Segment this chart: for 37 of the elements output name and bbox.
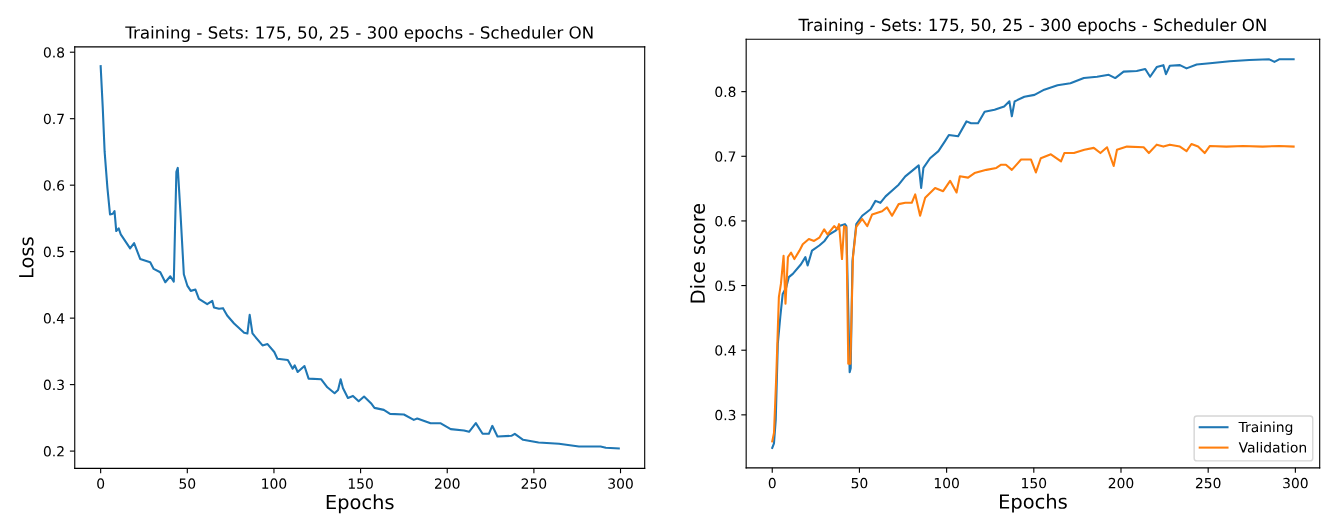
x-tick-label: 100 xyxy=(934,477,959,489)
y-tick-label: 0.5 xyxy=(715,280,736,292)
y-tick-label: 0.3 xyxy=(715,409,736,421)
y-tick-label: 0.4 xyxy=(715,345,736,356)
x-tick-label: 150 xyxy=(348,478,373,489)
x-tick-label: 300 xyxy=(608,478,633,489)
y-axis-title: Loss xyxy=(19,237,34,278)
x-tick-label: 200 xyxy=(435,478,460,489)
x-tick-label: 250 xyxy=(521,478,547,489)
line-series xyxy=(771,142,1295,443)
legend-label: Training xyxy=(1238,421,1293,435)
y-tick-label: 0.7 xyxy=(715,151,736,162)
y-tick-label: 0.7 xyxy=(43,113,64,125)
x-tick-label: 0 xyxy=(768,477,776,489)
x-tick-label: 0 xyxy=(97,478,105,489)
x-axis-title: Epochs xyxy=(326,494,394,514)
x-axis-title: Epochs xyxy=(1000,493,1067,513)
x-tick-label: 150 xyxy=(1022,477,1047,489)
y-tick-label: 0.6 xyxy=(715,215,736,227)
y-tick-label: 0.6 xyxy=(43,180,65,191)
x-tick-label: 250 xyxy=(1195,477,1221,489)
line-series xyxy=(99,65,620,450)
x-tick-label: 200 xyxy=(1108,477,1134,489)
x-tick-label: 100 xyxy=(262,478,287,489)
y-tick-label: 0.5 xyxy=(43,246,64,258)
chart-title: Training - Sets: 175, 50, 25 - 300 epochs - Scheduler ON xyxy=(798,18,1266,35)
x-tick-label: 50 xyxy=(179,478,196,489)
y-tick-label: 0.8 xyxy=(43,47,65,58)
legend-label: Validation xyxy=(1238,441,1307,453)
y-tick-label: 0.4 xyxy=(43,313,65,324)
x-tick-label: 300 xyxy=(1283,477,1308,489)
y-tick-label: 0.8 xyxy=(715,86,736,98)
y-axis-title: Dice score xyxy=(689,203,706,303)
y-tick-label: 0.3 xyxy=(43,379,64,391)
x-tick-label: 50 xyxy=(851,477,868,489)
chart-title: Training - Sets: 175, 50, 25 - 300 epochs - Scheduler ON xyxy=(125,25,593,43)
y-tick-label: 0.2 xyxy=(43,446,64,457)
